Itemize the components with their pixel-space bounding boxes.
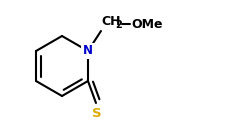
Text: CH: CH [101,15,120,28]
Text: N: N [83,45,93,58]
Text: S: S [92,107,102,120]
Text: OMe: OMe [131,18,162,31]
Text: 2: 2 [115,20,122,30]
